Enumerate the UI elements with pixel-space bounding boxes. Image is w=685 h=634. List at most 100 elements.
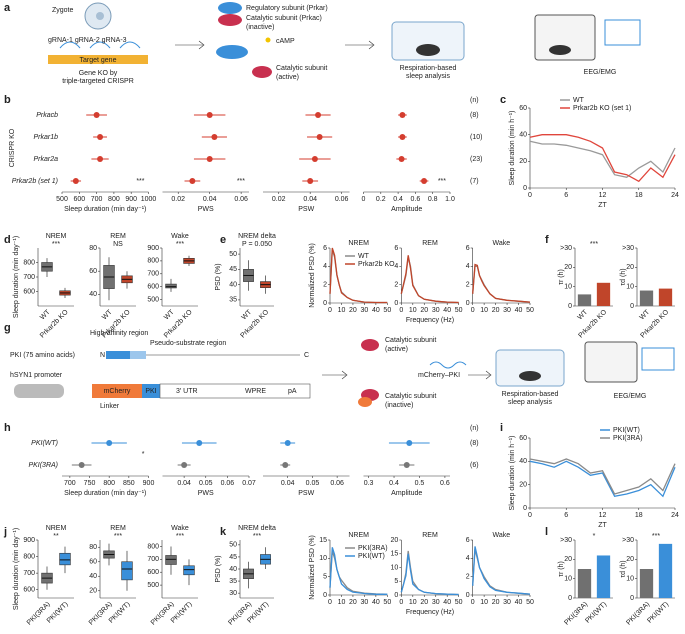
row-label: Prkar2a xyxy=(33,156,58,163)
y-tick-label: 700 xyxy=(147,556,159,563)
x-tick-label: 0.04 xyxy=(303,196,317,203)
label: Regulatory subunit (Prkar) xyxy=(246,5,328,12)
x-tick-label: 0 xyxy=(528,512,532,519)
significance: *** xyxy=(114,533,122,540)
pseudo-substrate xyxy=(130,351,146,359)
subplot-title: NREM delta xyxy=(238,525,276,532)
x-tick-label: 0.5 xyxy=(415,480,425,487)
y-tick-label: 50 xyxy=(229,251,237,258)
panel-label: c xyxy=(500,94,506,106)
label: WPRE xyxy=(245,388,266,395)
row-label: Prkar1b xyxy=(33,134,58,141)
x-tick-label: 1.0 xyxy=(445,196,455,203)
x-tick-label: 0 xyxy=(328,599,332,606)
x-tick-label: 40 xyxy=(443,307,451,314)
x-tick-label: 6 xyxy=(564,192,568,199)
bar xyxy=(577,569,592,598)
label: Catalytic subunit xyxy=(385,337,436,344)
x-tick-label: 20 xyxy=(349,599,357,606)
y-tick-label: 6 xyxy=(466,245,470,252)
x-tick-label: 30 xyxy=(361,307,369,314)
x-tick-label: 20 xyxy=(349,307,357,314)
legend-label: PKI(3RA) xyxy=(613,435,643,442)
x-tick-label: 50 xyxy=(455,599,463,606)
x-tick-label: 6 xyxy=(564,512,568,519)
subplot-title: REM xyxy=(422,532,438,539)
label: Catalytic subunit xyxy=(385,393,436,400)
y-tick-label: 10 xyxy=(564,576,572,583)
y-tick-label: 5 xyxy=(323,574,327,581)
box xyxy=(183,565,195,576)
x-axis-label: PSW xyxy=(298,206,314,213)
y-tick-label: 40 xyxy=(229,281,237,288)
x-tick-label: 900 xyxy=(125,196,137,203)
label: pA xyxy=(288,388,297,395)
x-tick-label: 20 xyxy=(420,307,428,314)
dot xyxy=(311,156,318,162)
panel-label: d xyxy=(4,234,11,246)
catalytic xyxy=(218,14,242,26)
label: (active) xyxy=(276,74,299,81)
y-tick-label: 35 xyxy=(229,578,237,585)
significance: *** xyxy=(652,533,660,540)
label: sleep analysis xyxy=(406,73,450,80)
legend-label: Prkar2b KO xyxy=(358,261,395,268)
x-axis-label: ZT xyxy=(598,202,607,209)
x-tick-label: 24 xyxy=(671,192,679,199)
catalytic xyxy=(361,339,379,351)
box xyxy=(165,555,177,565)
label: PKI (75 amino acids) xyxy=(10,352,75,359)
bar xyxy=(639,290,654,306)
dot xyxy=(315,112,322,118)
x-tick-label: 40 xyxy=(372,307,380,314)
dot xyxy=(403,462,410,468)
y-tick-label: 0 xyxy=(466,592,470,599)
y-tick-label: 0 xyxy=(394,300,398,307)
bar xyxy=(639,569,654,598)
x-tick-label: 40 xyxy=(372,599,380,606)
y-tick-label: 0 xyxy=(323,300,327,307)
x-tick-label: 0.06 xyxy=(221,480,235,487)
y-tick-label: 40 xyxy=(89,291,97,298)
y-tick-label: >30 xyxy=(622,245,634,252)
x-tick-label: 50 xyxy=(526,307,534,314)
mouse xyxy=(416,44,440,56)
subplot-title: NREM delta xyxy=(238,233,276,240)
camp xyxy=(265,37,271,43)
y-tick-label: 0 xyxy=(630,303,634,310)
x-tick-label: 1000 xyxy=(141,196,157,203)
y-tick-label: 4 xyxy=(394,263,398,270)
y-tick-label: 600 xyxy=(23,288,35,295)
y-tick-label: 45 xyxy=(229,554,237,561)
panel-label: b xyxy=(4,94,11,106)
label: EEG/EMG xyxy=(614,393,647,400)
y-tick-label: 0 xyxy=(523,185,527,192)
label: 3′ UTR xyxy=(176,388,198,395)
x-tick-label: 50 xyxy=(383,599,391,606)
subplot-title: Wake xyxy=(493,532,511,539)
label: N xyxy=(100,352,105,359)
label: (inactive) xyxy=(246,24,274,31)
y-tick-label: 6 xyxy=(323,245,327,252)
y-axis-label: τd (h) xyxy=(620,560,627,577)
y-tick-label: 800 xyxy=(147,543,159,550)
x-tick-label: 30 xyxy=(432,307,440,314)
x-tick-label: WT xyxy=(163,308,176,321)
y-tick-label: 0 xyxy=(323,592,327,599)
significance: *** xyxy=(52,241,60,248)
y-tick-label: 40 xyxy=(519,458,527,465)
box xyxy=(165,283,177,289)
y-tick-label: 45 xyxy=(229,266,237,273)
y-tick-label: 15 xyxy=(319,537,327,544)
nucleus xyxy=(96,12,104,20)
x-tick-label: 800 xyxy=(108,196,120,203)
x-tick-label: WT xyxy=(639,308,652,321)
x-tick-label: 10 xyxy=(338,599,346,606)
label: (active) xyxy=(385,346,408,353)
label: Pseudo-substrate region xyxy=(150,340,226,347)
subplot-title: Wake xyxy=(171,233,189,240)
bar xyxy=(596,555,611,598)
x-tick-label: WT xyxy=(101,308,114,321)
promoter xyxy=(14,384,64,398)
x-tick-label: 50 xyxy=(526,599,534,606)
